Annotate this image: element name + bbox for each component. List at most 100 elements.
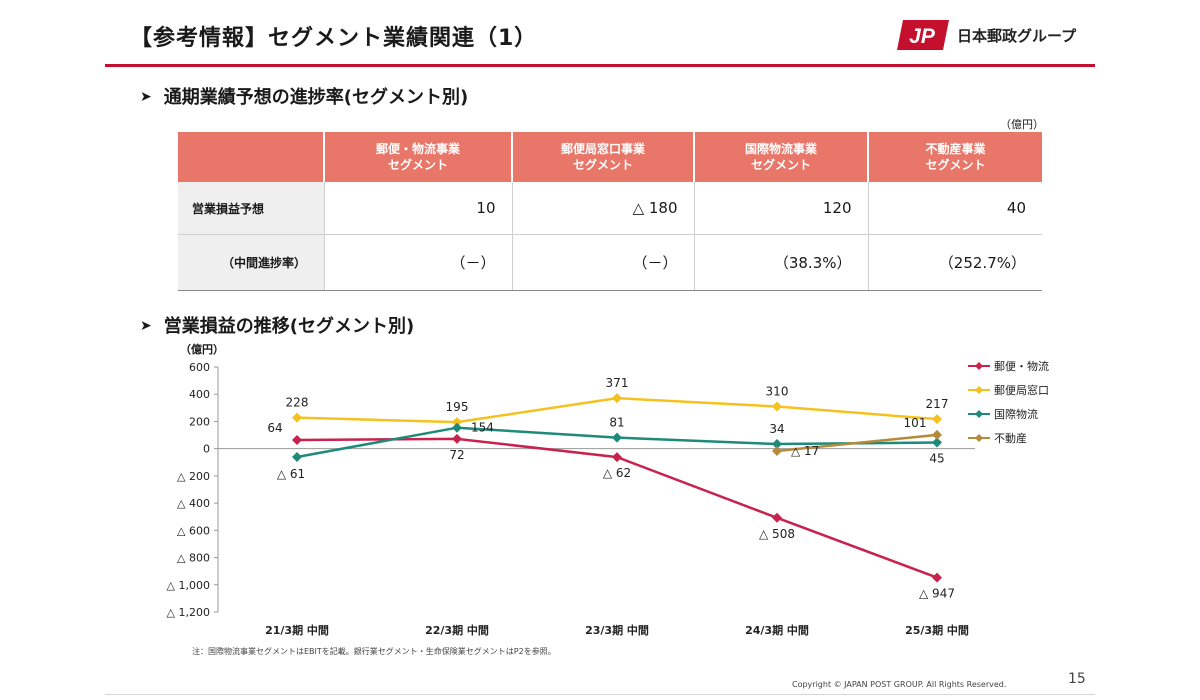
jp-logo-icon: JP <box>897 20 949 50</box>
y-tick-label: 0 <box>203 443 210 456</box>
data-point <box>932 437 942 448</box>
data-point <box>772 445 782 456</box>
table-corner-cell <box>178 132 324 182</box>
legend-label: 郵便局窓口 <box>994 383 1049 397</box>
data-label: △ 508 <box>759 527 795 541</box>
legend-marker <box>975 386 983 394</box>
data-label: 154 <box>471 421 494 435</box>
y-tick-label: △ 600 <box>177 524 210 537</box>
column-header-line2: セグメント <box>925 158 986 172</box>
data-point <box>932 572 942 583</box>
data-point <box>612 452 622 463</box>
data-label: 72 <box>449 448 464 462</box>
logo-mark-bg <box>897 20 949 50</box>
progress-table: 郵便・物流事業 セグメント 郵便局窓口事業 セグメント 国際物流事業 セグメント 不動… <box>178 132 1042 291</box>
table-cell: 40 <box>867 182 1042 235</box>
data-point <box>292 412 302 423</box>
table-cell: 120 <box>693 182 868 235</box>
data-point <box>292 451 302 462</box>
legend-label: 郵便・物流 <box>994 359 1049 373</box>
data-label: △ 61 <box>277 467 305 481</box>
data-label: △ 62 <box>603 466 631 480</box>
section-arrow-icon: ➤ <box>140 89 152 105</box>
data-point <box>292 434 302 445</box>
table-row-interim-progress: （中間進捗率） （－） （－） （38.3%） （252.7%） <box>178 234 1042 291</box>
y-tick-label: △ 1,200 <box>167 606 210 619</box>
column-header: 国際物流事業 セグメント <box>693 132 868 182</box>
column-header-line1: 国際物流事業 <box>744 142 817 156</box>
row-label: 営業損益予想 <box>178 182 324 235</box>
data-label: 310 <box>766 384 789 398</box>
table-cell: △ 180 <box>511 182 694 235</box>
section-arrow-icon: ➤ <box>140 318 152 334</box>
data-label: 195 <box>446 400 469 414</box>
column-header-line2: セグメント <box>750 158 811 172</box>
table-cell: （－） <box>323 234 512 291</box>
data-label: 228 <box>286 396 309 410</box>
legend-marker <box>975 410 983 418</box>
data-label: 64 <box>267 421 282 435</box>
y-tick-label: 200 <box>189 415 210 428</box>
data-label: 81 <box>609 416 624 430</box>
legend-label: 不動産 <box>994 431 1027 445</box>
data-label: 101 <box>904 416 927 430</box>
data-label: 371 <box>606 376 629 390</box>
data-label: 45 <box>929 452 944 466</box>
copyright: Copyright © JAPAN POST GROUP. All Rights… <box>792 680 1007 689</box>
brand-logo: JP 日本郵政グループ <box>897 20 1076 50</box>
data-label: 34 <box>769 422 784 436</box>
data-label: △ 947 <box>919 587 955 601</box>
x-tick-label: 22/3期 中間 <box>425 623 489 637</box>
legend-marker <box>975 362 983 370</box>
column-header-line1: 不動産事業 <box>925 142 986 156</box>
data-point <box>932 414 942 425</box>
section-heading-text: 営業損益の推移(セグメント別) <box>163 316 415 337</box>
table-cell: （－） <box>511 234 694 291</box>
page-title: 【参考情報】セグメント業績関連（1） <box>130 26 538 51</box>
table-unit-label: （億円） <box>1000 118 1044 131</box>
data-point <box>612 393 622 404</box>
legend-label: 国際物流 <box>994 407 1038 421</box>
column-header-line2: セグメント <box>572 158 633 172</box>
page-number: 15 <box>1068 671 1086 687</box>
row-label: （中間進捗率） <box>178 234 324 291</box>
series-line <box>776 433 938 453</box>
data-label: 217 <box>926 397 949 411</box>
title-divider <box>105 64 1095 67</box>
chart-unit-label: （億円） <box>180 343 224 356</box>
y-tick-label: 600 <box>189 361 210 374</box>
data-point <box>452 433 462 444</box>
table-cell: （252.7%） <box>867 234 1042 291</box>
x-tick-label: 25/3期 中間 <box>905 623 969 637</box>
section-heading-trend: ➤ 営業損益の推移(セグメント別) <box>140 312 414 338</box>
column-header-line2: セグメント <box>387 158 448 172</box>
footnote: 注：国際物流事業セグメントはEBITを記載。銀行業セグメント・生命保険業セグメン… <box>192 647 556 656</box>
column-header: 不動産事業セグメント <box>867 132 1042 182</box>
data-point <box>612 432 622 443</box>
section-heading-text: 通期業績予想の進捗率(セグメント別) <box>163 87 469 108</box>
x-tick-label: 21/3期 中間 <box>265 623 329 637</box>
data-point <box>452 422 462 433</box>
y-tick-label: 400 <box>189 388 210 401</box>
y-tick-label: △ 200 <box>177 470 210 483</box>
x-tick-label: 24/3期 中間 <box>745 623 809 637</box>
table-cell: 10 <box>323 182 512 235</box>
section-heading-progress: ➤ 通期業績予想の進捗率(セグメント別) <box>140 83 468 109</box>
data-point <box>452 417 462 428</box>
table-header-row: 郵便・物流事業 セグメント 郵便局窓口事業 セグメント 国際物流事業 セグメント 不動… <box>178 132 1042 182</box>
y-tick-label: △ 1,000 <box>167 579 210 592</box>
y-tick-label: △ 400 <box>177 497 210 510</box>
logo-text: 日本郵政グループ <box>957 26 1077 45</box>
table-cell: （38.3%） <box>693 234 868 291</box>
table-row-operating-forecast: 営業損益予想 10 △ 180 120 40 <box>178 182 1042 235</box>
data-point <box>932 429 942 440</box>
data-point <box>772 439 782 450</box>
footer-divider <box>105 694 1095 695</box>
logo-mark-text: JP <box>909 25 936 48</box>
x-tick-label: 23/3期 中間 <box>585 623 649 637</box>
column-header: 郵便局窓口事業 セグメント <box>511 132 694 182</box>
column-header: 郵便・物流事業 セグメント <box>323 132 512 182</box>
data-point <box>772 512 782 523</box>
data-point <box>772 401 782 412</box>
